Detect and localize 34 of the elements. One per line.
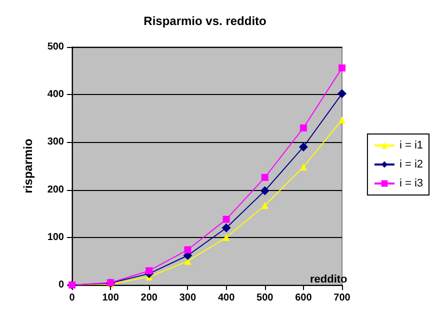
point — [338, 116, 346, 124]
y-tick-label: 500 — [47, 42, 64, 52]
legend-label: i = i2 — [399, 158, 424, 170]
point — [260, 186, 270, 196]
y-tick-label: 0 — [58, 280, 64, 290]
x-tick-label: 400 — [218, 292, 236, 304]
y-axis-title: risparmio — [21, 138, 35, 194]
x-tick-label: 700 — [334, 292, 351, 304]
x-tick-label: 0 — [69, 292, 76, 304]
y-tick-label: 100 — [47, 232, 64, 243]
point — [261, 202, 268, 210]
point — [146, 267, 153, 274]
point — [222, 223, 231, 232]
point — [298, 142, 308, 152]
x-tick-label: 600 — [295, 292, 312, 304]
point — [222, 234, 230, 241]
legend-label: i = i3 — [399, 178, 424, 190]
x-tick-label: 300 — [179, 292, 196, 304]
y-tick-label: 200 — [47, 184, 64, 196]
point — [261, 174, 268, 181]
point — [184, 246, 192, 254]
point — [338, 64, 346, 72]
point — [222, 216, 230, 223]
point — [300, 163, 307, 170]
point — [338, 89, 346, 98]
y-tick-label: 300 — [47, 136, 64, 148]
x-axis-title: reddito — [310, 274, 348, 286]
x-tick-label: 500 — [256, 292, 274, 304]
legend-label: i = i1 — [399, 140, 424, 152]
x-tick-label: 200 — [140, 292, 158, 304]
chart-title: Risparmio vs. reddito — [144, 14, 266, 28]
y-tick-label: 400 — [47, 89, 64, 100]
point — [300, 124, 307, 132]
x-tick-label: 100 — [102, 292, 120, 304]
